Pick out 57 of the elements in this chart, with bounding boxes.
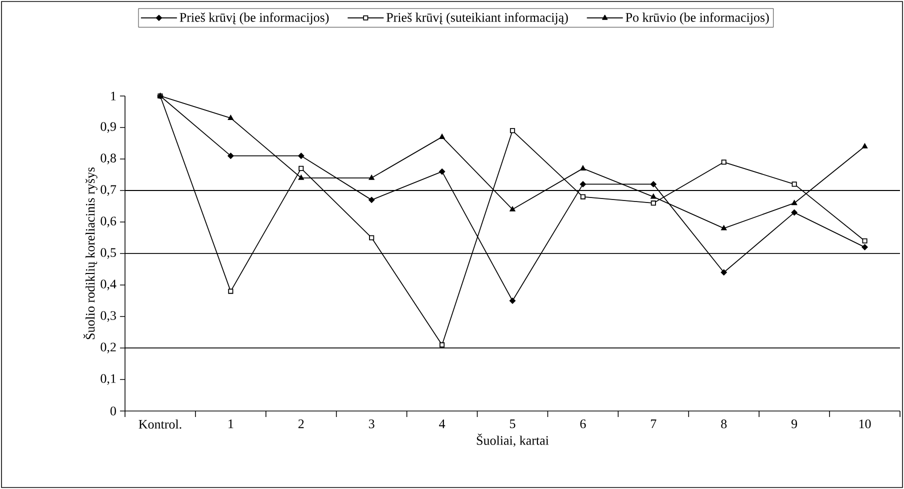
x-tick-label: 3 [368, 420, 374, 428]
y-tick-label: 0,7 [100, 185, 116, 196]
point [862, 244, 868, 250]
point [228, 114, 234, 120]
x-tick-label: 2 [298, 420, 304, 428]
x-tick-label: 7 [651, 420, 656, 428]
point [580, 194, 586, 200]
y-axis-title: Šuolio rodiklių koreliacinis ryšys [83, 167, 98, 340]
y-tick-label: 0 [110, 406, 116, 416]
point [650, 200, 656, 206]
point [228, 152, 234, 159]
x-tick-label: 9 [791, 420, 798, 428]
y-tick-label: 0,4 [100, 280, 116, 290]
point [580, 165, 586, 170]
point [862, 238, 868, 244]
y-tick-label: 0,1 [100, 374, 116, 385]
point [298, 152, 304, 159]
point [650, 181, 656, 188]
point [721, 160, 726, 165]
x-axis-title: Šuoliai, kartai [476, 434, 549, 447]
legend-label: Po krūvio (be informacijos) [626, 12, 769, 24]
x-tick-label: 4 [439, 420, 446, 428]
point [720, 269, 727, 276]
point [509, 298, 516, 304]
point [440, 342, 445, 348]
y-tick-label: 0,8 [100, 154, 116, 164]
y-tick-label: 0,9 [100, 122, 116, 133]
point [862, 143, 868, 148]
y-tick-label: 0,3 [100, 311, 116, 322]
x-tick-label: 10 [859, 420, 871, 428]
point [228, 288, 234, 294]
point [439, 168, 446, 175]
legend-label: Prieš krūvį (suteikiant informaciją) [386, 12, 568, 24]
point [510, 206, 516, 212]
x-tick-label: 8 [721, 420, 727, 428]
point [439, 134, 445, 139]
point [368, 196, 375, 203]
legend-label: Prieš krūvį (be informacijos) [180, 12, 329, 24]
point [721, 225, 727, 230]
y-tick-label: 0,2 [100, 342, 116, 354]
y-tick-label: 0,6 [100, 216, 116, 228]
point [791, 209, 798, 216]
point [650, 194, 656, 199]
point [792, 182, 797, 187]
point [510, 128, 516, 134]
y-tick-label: 1 [111, 92, 116, 100]
x-tick-label: 1 [228, 420, 234, 428]
x-tick-label: Kontrol. [138, 420, 182, 429]
point [369, 235, 374, 240]
point [792, 200, 798, 206]
y-tick-label: 0,5 [100, 248, 116, 259]
point [580, 181, 586, 188]
point [298, 166, 304, 171]
x-tick-label: 6 [580, 420, 586, 428]
point [298, 174, 304, 180]
x-tick-label: 5 [510, 420, 516, 428]
point [368, 174, 374, 180]
